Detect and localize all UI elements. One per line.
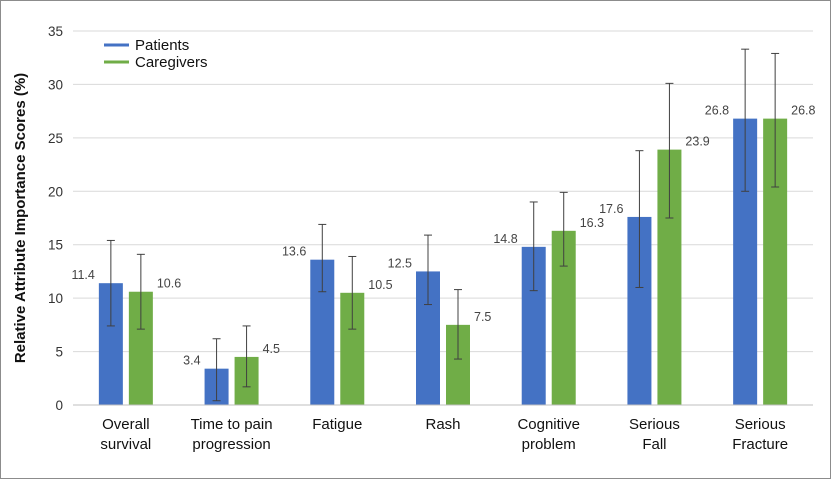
y-tick-label: 20	[48, 184, 63, 199]
data-label: 12.5	[388, 256, 412, 270]
legend-label: Caregivers	[135, 54, 208, 71]
data-label: 11.4	[71, 268, 94, 282]
category-label: Serious	[629, 416, 680, 433]
category-label: Rash	[425, 416, 460, 433]
category-label: Overall	[102, 416, 150, 433]
y-axis-label: Relative Attribute Importance Scores (%)	[12, 73, 29, 363]
data-label: 3.4	[183, 354, 200, 368]
category-label: problem	[522, 436, 576, 453]
legend-label: Patients	[135, 37, 189, 54]
data-label: 13.6	[282, 245, 306, 259]
category-label: Fall	[642, 436, 666, 453]
category-label: Cognitive	[517, 416, 580, 433]
category-label: Fracture	[732, 436, 788, 453]
y-tick-label: 35	[48, 24, 63, 39]
category-label: Fatigue	[312, 416, 362, 433]
data-label: 10.6	[157, 277, 181, 291]
data-label: 16.3	[580, 216, 604, 230]
category-label: progression	[192, 436, 270, 453]
y-tick-label: 0	[55, 398, 63, 413]
data-label: 17.6	[599, 202, 623, 216]
category-label: survival	[100, 436, 151, 453]
data-label: 4.5	[263, 342, 280, 356]
y-tick-label: 10	[48, 291, 63, 306]
y-tick-label: 25	[48, 131, 63, 146]
y-tick-label: 5	[55, 345, 63, 360]
data-label: 26.8	[791, 104, 815, 118]
data-label: 14.8	[493, 232, 517, 246]
y-tick-label: 30	[48, 77, 63, 92]
category-label: Serious	[735, 416, 786, 433]
data-label: 10.5	[368, 278, 392, 292]
data-label: 23.9	[685, 135, 709, 149]
category-label: Time to pain	[191, 416, 273, 433]
data-label: 7.5	[474, 310, 491, 324]
data-label: 26.8	[705, 104, 729, 118]
y-tick-label: 15	[48, 238, 63, 253]
